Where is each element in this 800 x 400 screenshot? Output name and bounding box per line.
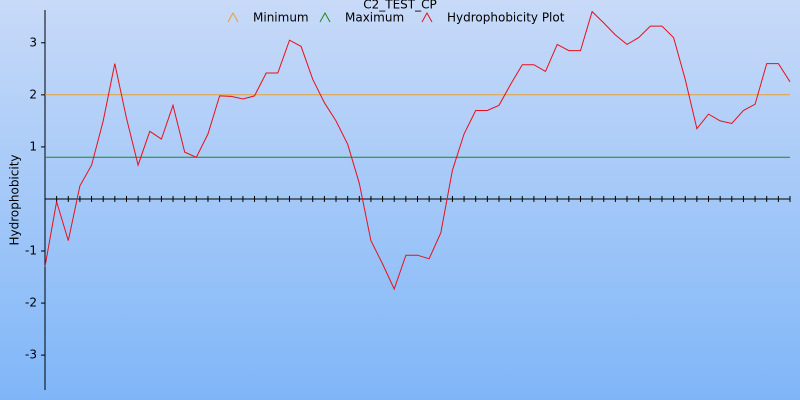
y-tick-label: 2	[29, 87, 37, 101]
legend-label: Hydrophobicity Plot	[447, 11, 565, 25]
legend-label: Maximum	[345, 11, 404, 25]
y-tick-label: -2	[25, 296, 37, 310]
y-tick-label: 1	[29, 139, 37, 153]
legend-icon	[227, 11, 239, 23]
y-tick-label: -3	[25, 348, 37, 362]
y-tick-label: 3	[29, 35, 37, 49]
legend-icon	[421, 11, 433, 23]
series-line	[44, 10, 791, 291]
legend-label: Minimum	[253, 11, 309, 25]
chart-title: C2_TEST_CP	[363, 0, 437, 12]
legend-icon	[319, 11, 331, 23]
y-tick-label: -1	[25, 244, 37, 258]
y-axis-label: Hydrophobicity	[8, 154, 22, 245]
